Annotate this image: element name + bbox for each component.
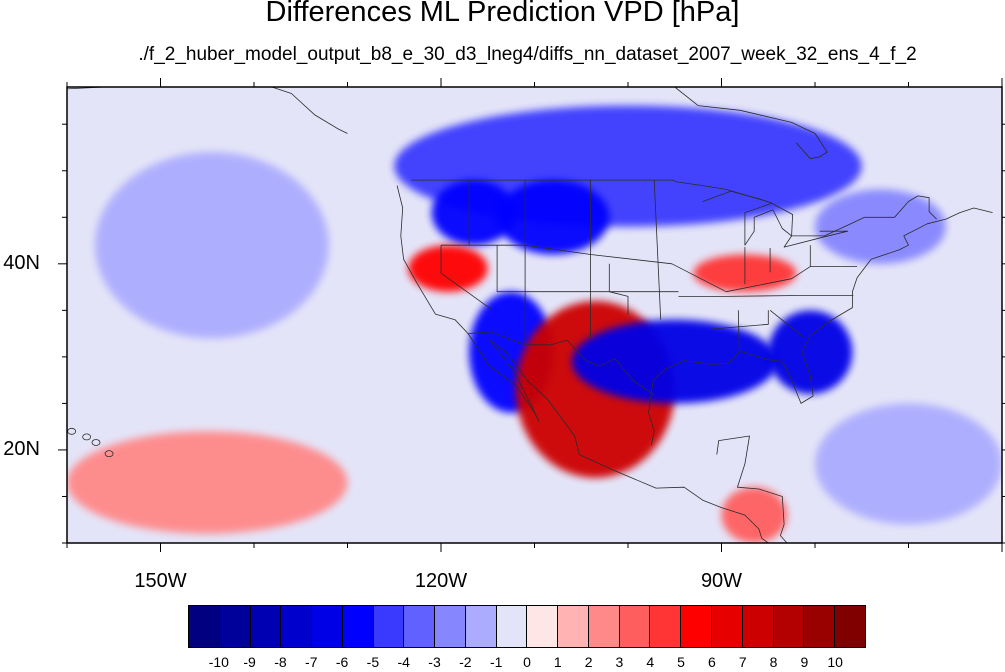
boundary-line [653,180,662,320]
hawaii-island [104,450,114,458]
region-california-great-basin [408,245,488,292]
plot-subtitle: ./f_2_huber_model_output_b8_e_30_d3_lneg… [138,44,917,65]
colorbar-swatch [681,606,713,647]
boundary-line [411,179,937,237]
colorbar-swatch [435,606,466,647]
boundary-line [648,207,993,446]
colorbar-swatch [281,606,313,647]
colorbar-label: 2 [584,654,593,670]
vpd-difference-map [58,78,1005,552]
colorbar-swatch [712,606,743,647]
region-pacific-northwest [431,180,516,246]
lat-label-20n: 20N [3,437,40,460]
lon-label-120w: 120W [414,570,468,592]
colorbar-label: -9 [243,654,256,670]
region-caribbean [815,403,1002,525]
colorbar-swatch [835,606,865,647]
hawaii-island [91,439,101,446]
boundary-line [396,185,769,543]
colorbar-swatch [404,606,436,647]
colorbar-label: 10 [827,654,843,670]
boundary-line [769,309,805,338]
region-texas-gulf-coast [571,319,778,404]
boundary-line [678,295,854,297]
colorbar [188,605,866,648]
colorbar-label: 1 [553,654,562,670]
region-northern-rockies [497,180,610,255]
colorbar-swatch [312,606,343,647]
colorbar-label: -3 [428,654,441,670]
colorbar-label: 8 [769,654,778,670]
colorbar-label: 4 [646,654,655,670]
hawaii-island [82,433,92,441]
region-southeast-us [768,310,853,395]
colorbar-label: -10 [208,654,229,670]
region-hawaii-subtropics [67,431,348,534]
colorbar-swatch [650,606,682,647]
colorbar-swatch [373,606,405,647]
colorbar-swatch [804,606,836,647]
colorbar-label: -4 [397,654,410,670]
plot-title: Differences ML Prediction VPD [hPa] [265,0,740,28]
boundary-line [737,310,740,353]
boundary-line [441,244,858,293]
colorbar-label: 9 [800,654,809,670]
boundary-line [674,87,828,160]
colorbar-swatch [619,606,651,647]
colorbar-label: -1 [489,654,503,670]
colorbar-swatch [342,606,374,647]
colorbar-swatch [527,606,559,647]
region-gulf-of-alaska-basin [95,152,329,339]
boundary-line [712,310,769,330]
colorbar-label: -6 [335,654,349,670]
boundary-line [608,263,629,315]
colorbar-swatch [588,606,620,647]
colorbar-label: -5 [366,654,380,670]
colorbar-swatch [189,606,220,647]
lat-label-40n: 40N [3,251,40,274]
map-plot-area [67,87,1002,543]
colorbar-label: -7 [305,654,318,670]
colorbar-swatch [742,606,774,647]
boundary-line [67,87,348,134]
boundary-line [496,245,679,293]
colorbar-label: -8 [274,654,287,670]
colorbar-label: 0 [523,654,531,670]
colorbar-label: 7 [738,654,747,670]
lon-label-90w: 90W [700,570,743,592]
colorbar-label: -2 [459,654,472,670]
colorbar-label: 5 [677,654,685,670]
colorbar-swatch [496,606,528,647]
colorbar-label: 6 [708,654,716,670]
lon-label-150w: 150W [134,570,187,592]
coastline-boundaries [67,87,993,543]
colorbar-swatch [250,606,282,647]
boundary-line [468,331,655,396]
colorbar-swatch [219,606,251,647]
boundary-line [716,435,788,543]
boundary-line [440,245,492,310]
colorbar-swatch [773,606,805,647]
colorbar-swatch [465,606,497,647]
colorbar-swatch [558,606,589,647]
region-northeast-us [815,189,946,264]
colorbar-label: 3 [615,654,624,670]
region-central-america [721,487,787,543]
